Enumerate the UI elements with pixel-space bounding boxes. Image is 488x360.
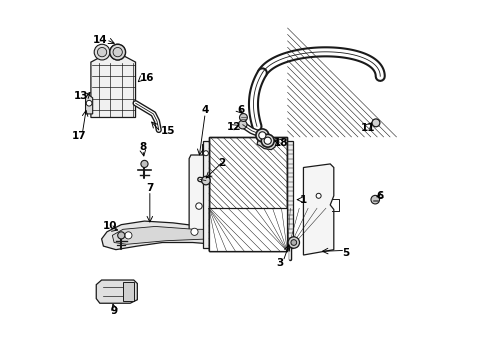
Text: 5: 5 (342, 248, 349, 258)
Circle shape (195, 203, 202, 209)
Circle shape (113, 48, 122, 57)
Circle shape (238, 120, 246, 129)
Text: 2: 2 (217, 158, 224, 168)
Bar (286, 141, 292, 248)
Text: 14: 14 (92, 35, 107, 45)
Text: 16: 16 (140, 73, 154, 83)
Circle shape (110, 44, 125, 60)
Bar (208, 137, 287, 251)
Text: 18: 18 (273, 138, 288, 148)
Text: 8: 8 (139, 142, 146, 152)
Polygon shape (85, 94, 93, 114)
Circle shape (118, 232, 124, 239)
Polygon shape (112, 226, 272, 244)
Circle shape (86, 100, 92, 106)
Circle shape (124, 232, 132, 239)
Polygon shape (189, 155, 208, 234)
Bar (208, 208, 287, 251)
Circle shape (255, 129, 268, 142)
Text: 13: 13 (74, 91, 88, 101)
Text: 6: 6 (376, 191, 383, 201)
Text: 7: 7 (146, 183, 153, 193)
Text: 4: 4 (201, 105, 208, 115)
Text: 3: 3 (276, 258, 283, 268)
Polygon shape (102, 221, 287, 249)
Circle shape (94, 44, 110, 60)
Polygon shape (96, 280, 137, 303)
Circle shape (255, 232, 262, 239)
Polygon shape (303, 164, 333, 255)
Circle shape (110, 44, 125, 60)
Text: 9: 9 (110, 306, 118, 316)
Circle shape (290, 240, 296, 246)
Polygon shape (91, 55, 135, 117)
Circle shape (264, 137, 271, 144)
Circle shape (201, 176, 210, 185)
Polygon shape (257, 136, 276, 150)
Bar (201, 144, 210, 162)
Circle shape (141, 160, 148, 167)
Circle shape (239, 113, 247, 121)
Circle shape (287, 237, 299, 248)
Bar (208, 208, 287, 251)
Circle shape (97, 48, 106, 57)
Circle shape (371, 119, 379, 127)
Text: 1: 1 (299, 195, 306, 204)
Text: 15: 15 (160, 126, 175, 136)
Circle shape (258, 132, 265, 139)
Circle shape (190, 228, 198, 235)
Bar (208, 137, 287, 251)
Text: 6: 6 (237, 105, 244, 115)
Text: 11: 11 (360, 123, 374, 133)
Circle shape (203, 151, 208, 156)
Text: 10: 10 (103, 221, 118, 231)
Bar (203, 141, 209, 248)
Text: 12: 12 (226, 122, 241, 132)
Circle shape (370, 195, 379, 204)
Bar (122, 282, 134, 301)
Circle shape (261, 134, 274, 147)
Circle shape (315, 193, 321, 198)
Text: 17: 17 (72, 131, 86, 141)
